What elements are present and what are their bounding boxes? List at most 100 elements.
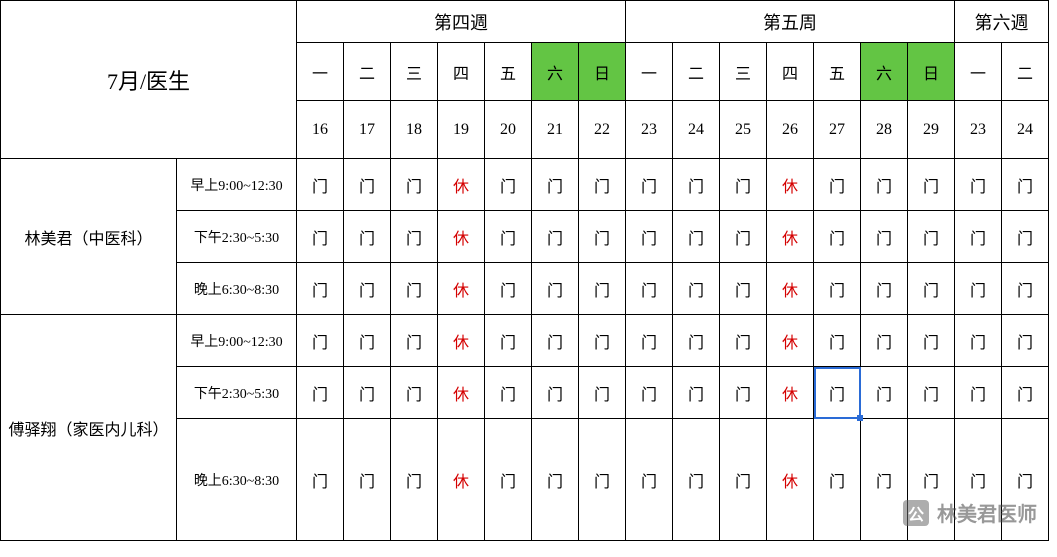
schedule-cell[interactable]: 门 (579, 367, 626, 419)
schedule-cell[interactable]: 门 (814, 315, 861, 367)
schedule-cell[interactable]: 门 (297, 159, 344, 211)
schedule-cell[interactable]: 休 (767, 159, 814, 211)
schedule-cell[interactable]: 门 (955, 263, 1002, 315)
schedule-cell[interactable]: 门 (908, 159, 955, 211)
schedule-cell[interactable]: 门 (720, 367, 767, 419)
schedule-cell[interactable]: 门 (955, 367, 1002, 419)
schedule-cell[interactable]: 门 (579, 263, 626, 315)
schedule-cell[interactable]: 门 (673, 367, 720, 419)
schedule-cell[interactable]: 门 (673, 263, 720, 315)
schedule-cell[interactable]: 门 (814, 159, 861, 211)
schedule-cell[interactable]: 门 (861, 419, 908, 541)
schedule-cell[interactable]: 门 (297, 419, 344, 541)
schedule-cell[interactable]: 休 (438, 419, 485, 541)
schedule-cell[interactable]: 门 (579, 315, 626, 367)
schedule-cell[interactable]: 门 (297, 315, 344, 367)
dow-cell: 一 (626, 43, 673, 101)
schedule-cell[interactable]: 门 (297, 211, 344, 263)
schedule-cell[interactable]: 门 (485, 315, 532, 367)
schedule-cell[interactable]: 门 (955, 315, 1002, 367)
schedule-cell[interactable]: 门 (579, 419, 626, 541)
schedule-cell[interactable]: 门 (485, 159, 532, 211)
schedule-cell[interactable]: 门 (626, 263, 673, 315)
schedule-cell[interactable]: 门 (673, 159, 720, 211)
schedule-cell[interactable]: 门 (391, 263, 438, 315)
schedule-cell[interactable]: 门 (908, 263, 955, 315)
schedule-cell[interactable]: 门 (532, 263, 579, 315)
schedule-cell[interactable]: 门 (391, 419, 438, 541)
schedule-cell[interactable]: 门 (1002, 367, 1049, 419)
schedule-cell[interactable]: 休 (767, 211, 814, 263)
schedule-cell[interactable]: 门 (485, 367, 532, 419)
schedule-cell[interactable]: 休 (767, 367, 814, 419)
date-cell: 26 (767, 101, 814, 159)
schedule-cell[interactable]: 休 (767, 315, 814, 367)
schedule-cell[interactable]: 门 (720, 159, 767, 211)
schedule-cell[interactable]: 休 (767, 419, 814, 541)
schedule-cell[interactable]: 门 (532, 159, 579, 211)
schedule-cell[interactable]: 门 (344, 315, 391, 367)
schedule-cell[interactable]: 休 (438, 367, 485, 419)
schedule-cell[interactable]: 门 (391, 211, 438, 263)
schedule-cell[interactable]: 门 (344, 211, 391, 263)
schedule-cell[interactable]: 门 (297, 367, 344, 419)
schedule-cell[interactable]: 休 (767, 263, 814, 315)
schedule-cell[interactable]: 门 (814, 367, 861, 419)
schedule-cell[interactable]: 门 (1002, 315, 1049, 367)
schedule-cell[interactable]: 门 (720, 315, 767, 367)
schedule-cell[interactable]: 门 (861, 211, 908, 263)
schedule-cell[interactable]: 门 (861, 263, 908, 315)
schedule-cell[interactable]: 门 (673, 211, 720, 263)
schedule-cell[interactable]: 门 (814, 263, 861, 315)
schedule-cell[interactable]: 门 (720, 263, 767, 315)
schedule-cell[interactable]: 门 (1002, 159, 1049, 211)
schedule-cell[interactable]: 门 (532, 367, 579, 419)
schedule-cell[interactable]: 门 (626, 159, 673, 211)
date-cell: 17 (344, 101, 391, 159)
schedule-cell[interactable]: 门 (485, 419, 532, 541)
schedule-cell[interactable]: 门 (485, 211, 532, 263)
schedule-cell[interactable]: 门 (908, 367, 955, 419)
schedule-cell[interactable]: 门 (673, 419, 720, 541)
schedule-cell[interactable]: 门 (861, 159, 908, 211)
schedule-cell[interactable]: 门 (1002, 211, 1049, 263)
dow-cell: 二 (344, 43, 391, 101)
schedule-cell[interactable]: 门 (626, 315, 673, 367)
schedule-cell[interactable]: 门 (861, 367, 908, 419)
schedule-cell[interactable]: 门 (391, 159, 438, 211)
schedule-cell[interactable]: 门 (579, 159, 626, 211)
schedule-cell[interactable]: 休 (438, 211, 485, 263)
schedule-cell[interactable]: 门 (532, 315, 579, 367)
schedule-cell[interactable]: 门 (344, 419, 391, 541)
schedule-cell[interactable]: 门 (720, 419, 767, 541)
schedule-cell[interactable]: 休 (438, 263, 485, 315)
schedule-cell[interactable]: 休 (438, 159, 485, 211)
schedule-cell[interactable]: 门 (344, 367, 391, 419)
schedule-cell[interactable]: 门 (344, 263, 391, 315)
week-header-row: 7月/医生第四週第五周第六週 (1, 1, 1049, 43)
schedule-cell[interactable]: 门 (485, 263, 532, 315)
schedule-cell[interactable]: 门 (673, 315, 720, 367)
schedule-cell[interactable]: 门 (626, 419, 673, 541)
schedule-cell[interactable]: 门 (344, 159, 391, 211)
schedule-cell[interactable]: 门 (814, 419, 861, 541)
schedule-cell[interactable]: 门 (908, 315, 955, 367)
schedule-cell[interactable]: 门 (955, 159, 1002, 211)
schedule-cell[interactable]: 门 (626, 211, 673, 263)
schedule-cell[interactable]: 门 (626, 367, 673, 419)
schedule-cell[interactable]: 门 (720, 211, 767, 263)
schedule-cell[interactable]: 门 (532, 211, 579, 263)
schedule-cell[interactable]: 门 (861, 315, 908, 367)
schedule-cell[interactable]: 门 (391, 367, 438, 419)
schedule-cell[interactable]: 门 (532, 419, 579, 541)
schedule-cell[interactable]: 门 (579, 211, 626, 263)
schedule-table: 7月/医生第四週第五周第六週 一二三四五六日一二三四五六日一二 16171819… (0, 0, 1049, 541)
schedule-cell[interactable]: 门 (908, 211, 955, 263)
shift-label: 下午2:30~5:30 (177, 367, 297, 419)
schedule-cell[interactable]: 门 (391, 315, 438, 367)
schedule-cell[interactable]: 门 (814, 211, 861, 263)
schedule-cell[interactable]: 门 (1002, 263, 1049, 315)
schedule-cell[interactable]: 门 (955, 211, 1002, 263)
schedule-cell[interactable]: 门 (297, 263, 344, 315)
schedule-cell[interactable]: 休 (438, 315, 485, 367)
